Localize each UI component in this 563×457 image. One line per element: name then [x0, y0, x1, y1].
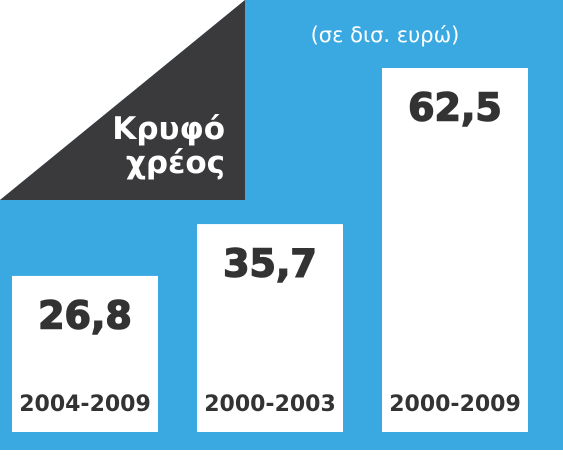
bar [12, 275, 158, 432]
value-label: 26,8 [38, 293, 132, 337]
chart-subtitle: (σε δισ. ευρώ) [311, 23, 460, 47]
category-label: 2000-2003 [204, 392, 336, 417]
value-label: 62,5 [408, 86, 502, 130]
bar [382, 68, 528, 432]
title-triangle [0, 0, 245, 200]
chart-title: Κρυφό χρέος [112, 111, 225, 181]
category-label: 2000-2009 [389, 392, 521, 417]
category-label: 2004-2009 [19, 392, 151, 417]
value-label: 35,7 [223, 242, 317, 286]
bar [197, 224, 343, 432]
